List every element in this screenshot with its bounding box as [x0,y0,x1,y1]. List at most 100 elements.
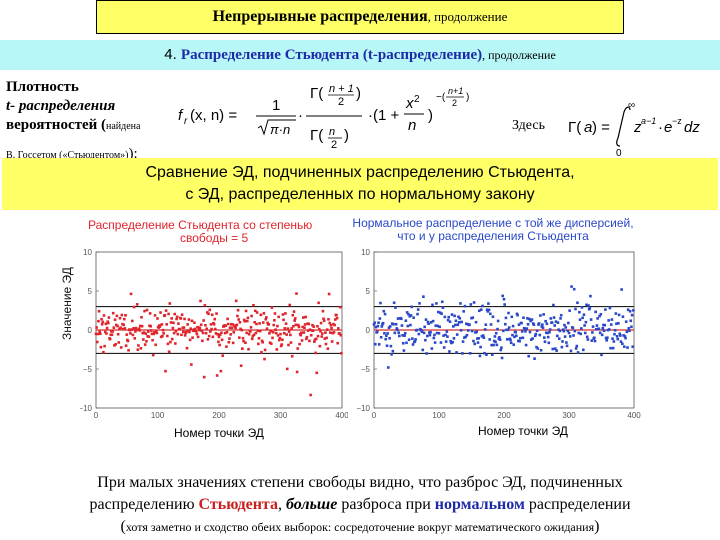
data-point [257,336,261,340]
data-point [335,313,338,317]
data-point [325,328,329,331]
data-point [398,334,401,338]
data-point [392,301,396,305]
data-point [567,331,571,335]
data-point [268,332,271,335]
data-point [493,335,497,338]
data-point [280,343,284,346]
data-point [241,336,245,340]
data-point [619,334,622,337]
svg-text:π·n: π·n [270,122,290,137]
svg-text:·: · [658,119,663,136]
data-point [428,333,432,337]
data-point [131,333,135,337]
data-point [94,332,98,336]
data-point [564,326,568,329]
data-point [589,294,592,298]
comparison-banner: Сравнение ЭД, подчиненных распределению … [2,158,718,210]
data-point [529,319,532,323]
data-point [580,327,583,330]
data-point [123,327,127,330]
data-point [464,335,467,339]
data-point [98,330,101,334]
data-point [563,335,567,338]
data-point [186,329,190,332]
data-point [161,328,165,332]
data-point [151,353,155,357]
data-point [431,303,434,307]
data-point [447,315,451,319]
data-point [510,315,514,319]
conclusion-line-2: распределению Стьюдента, больше разброса… [10,494,710,516]
data-point [445,330,449,333]
data-point [126,339,130,343]
data-point [586,338,590,341]
data-point [474,320,478,324]
data-point [486,310,490,313]
data-point [374,342,377,346]
y-tick-label: 5 [366,287,371,296]
data-point [319,330,322,333]
data-point [136,348,140,351]
data-point [397,331,400,334]
data-point [205,327,208,331]
data-point [569,335,572,338]
data-point [119,326,122,330]
data-point [110,333,114,337]
data-point [321,309,325,313]
data-point [271,336,274,340]
data-point [583,331,587,335]
data-point [442,346,446,349]
data-point [396,317,400,320]
data-point [190,363,193,366]
section-suffix: , продолжение [482,48,556,62]
data-point [420,330,424,334]
data-point [423,325,426,329]
data-point [298,342,301,346]
data-point [244,309,248,313]
data-point [615,322,618,326]
data-point [119,346,123,349]
data-point [228,337,231,340]
data-point [394,322,398,326]
data-point [243,319,247,323]
data-point [245,319,249,323]
svg-text:1: 1 [272,97,280,114]
data-point [114,343,117,346]
right-chart-xlabel: Номер точки ЭД [478,424,568,438]
data-point [375,330,379,334]
data-point [258,322,261,325]
data-point [505,338,509,341]
data-point [220,338,224,342]
data-point [253,309,257,313]
data-point [295,292,298,295]
data-point [600,333,604,337]
data-point [168,302,172,305]
data-point [626,308,630,312]
data-point [153,314,157,317]
data-point [475,330,478,334]
density-author-tail: ): [128,146,138,162]
data-point [240,328,244,332]
data-point [124,344,128,347]
data-point [546,331,549,335]
data-point [274,328,277,331]
y-tick-label: −5 [361,365,371,374]
data-point [281,313,285,316]
data-point [97,309,101,313]
data-point [461,352,464,355]
data-point [628,309,632,313]
data-point [416,308,420,311]
data-point [582,348,585,352]
data-point [585,303,588,307]
data-point [554,320,558,323]
data-point [619,340,623,343]
data-point [470,329,474,333]
data-point [285,367,289,371]
data-point [590,339,594,342]
data-point [626,346,629,349]
data-point [608,328,611,331]
data-point [541,326,545,329]
data-point [158,325,162,328]
data-point [228,326,232,330]
